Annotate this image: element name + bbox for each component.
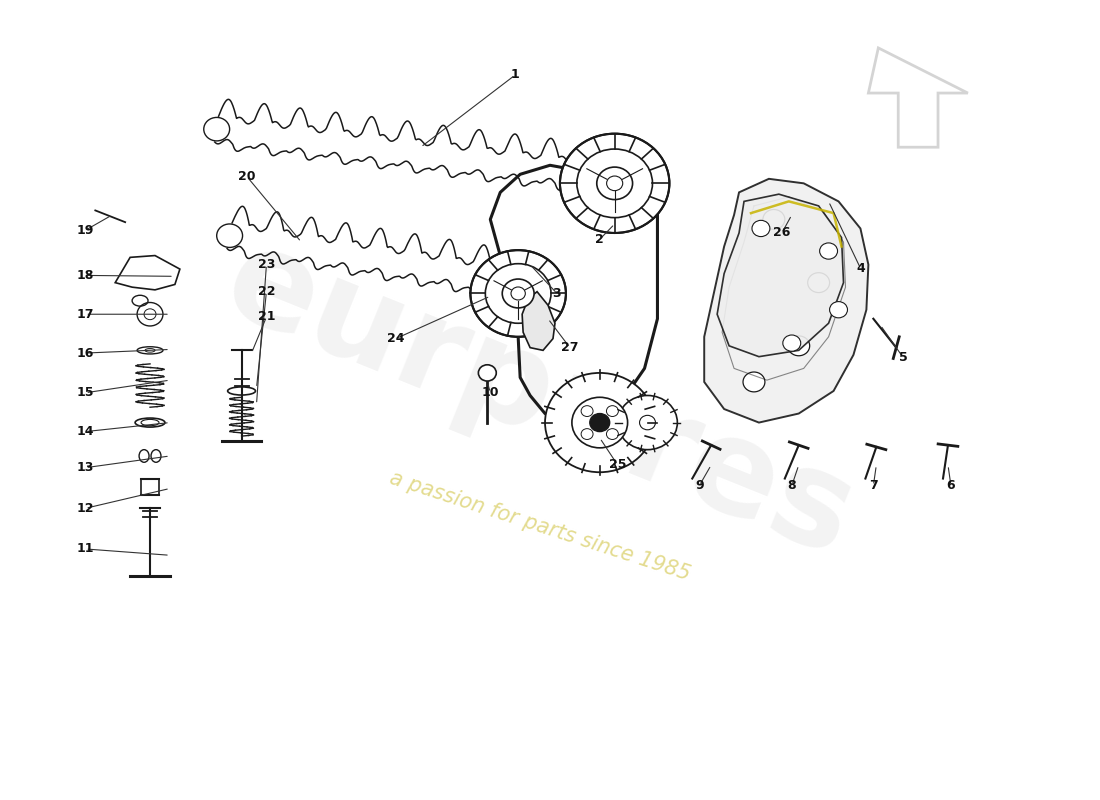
- Circle shape: [471, 250, 565, 337]
- Circle shape: [572, 398, 628, 448]
- Circle shape: [807, 273, 829, 293]
- Text: 24: 24: [387, 332, 405, 345]
- Text: 12: 12: [77, 502, 95, 515]
- Circle shape: [783, 335, 801, 351]
- Polygon shape: [717, 194, 844, 357]
- Circle shape: [560, 134, 670, 233]
- Text: 11: 11: [77, 542, 95, 555]
- Circle shape: [590, 414, 609, 431]
- Circle shape: [752, 220, 770, 237]
- Text: 20: 20: [238, 170, 255, 182]
- Circle shape: [742, 372, 764, 392]
- Text: 16: 16: [77, 346, 94, 359]
- Text: 3: 3: [552, 287, 561, 300]
- Text: 26: 26: [773, 226, 791, 239]
- Polygon shape: [704, 179, 868, 422]
- Text: a passion for parts since 1985: a passion for parts since 1985: [387, 468, 693, 585]
- Text: 13: 13: [77, 462, 94, 474]
- Circle shape: [788, 336, 810, 356]
- Text: 10: 10: [482, 386, 499, 399]
- Text: 19: 19: [77, 224, 94, 237]
- Text: 6: 6: [947, 479, 955, 492]
- Text: 25: 25: [609, 458, 626, 471]
- Text: 22: 22: [257, 285, 275, 298]
- Circle shape: [503, 279, 535, 308]
- Circle shape: [597, 167, 632, 199]
- Circle shape: [618, 395, 678, 450]
- Text: 7: 7: [869, 479, 878, 492]
- Circle shape: [820, 243, 837, 259]
- Text: 18: 18: [77, 269, 94, 282]
- Text: eurpares: eurpares: [208, 217, 872, 583]
- Text: 9: 9: [695, 479, 704, 492]
- Circle shape: [763, 210, 784, 230]
- Text: 21: 21: [257, 310, 275, 323]
- Text: 23: 23: [257, 258, 275, 271]
- Text: 17: 17: [77, 308, 95, 321]
- Text: 1: 1: [510, 69, 519, 82]
- Text: 8: 8: [788, 479, 796, 492]
- Text: 14: 14: [77, 425, 95, 438]
- Text: 2: 2: [595, 233, 604, 246]
- Text: 27: 27: [561, 341, 579, 354]
- Text: 4: 4: [856, 262, 865, 274]
- Text: 5: 5: [899, 351, 907, 364]
- Text: 15: 15: [77, 386, 95, 399]
- Polygon shape: [522, 292, 556, 350]
- Circle shape: [478, 365, 496, 381]
- Circle shape: [544, 373, 654, 472]
- Circle shape: [829, 302, 847, 318]
